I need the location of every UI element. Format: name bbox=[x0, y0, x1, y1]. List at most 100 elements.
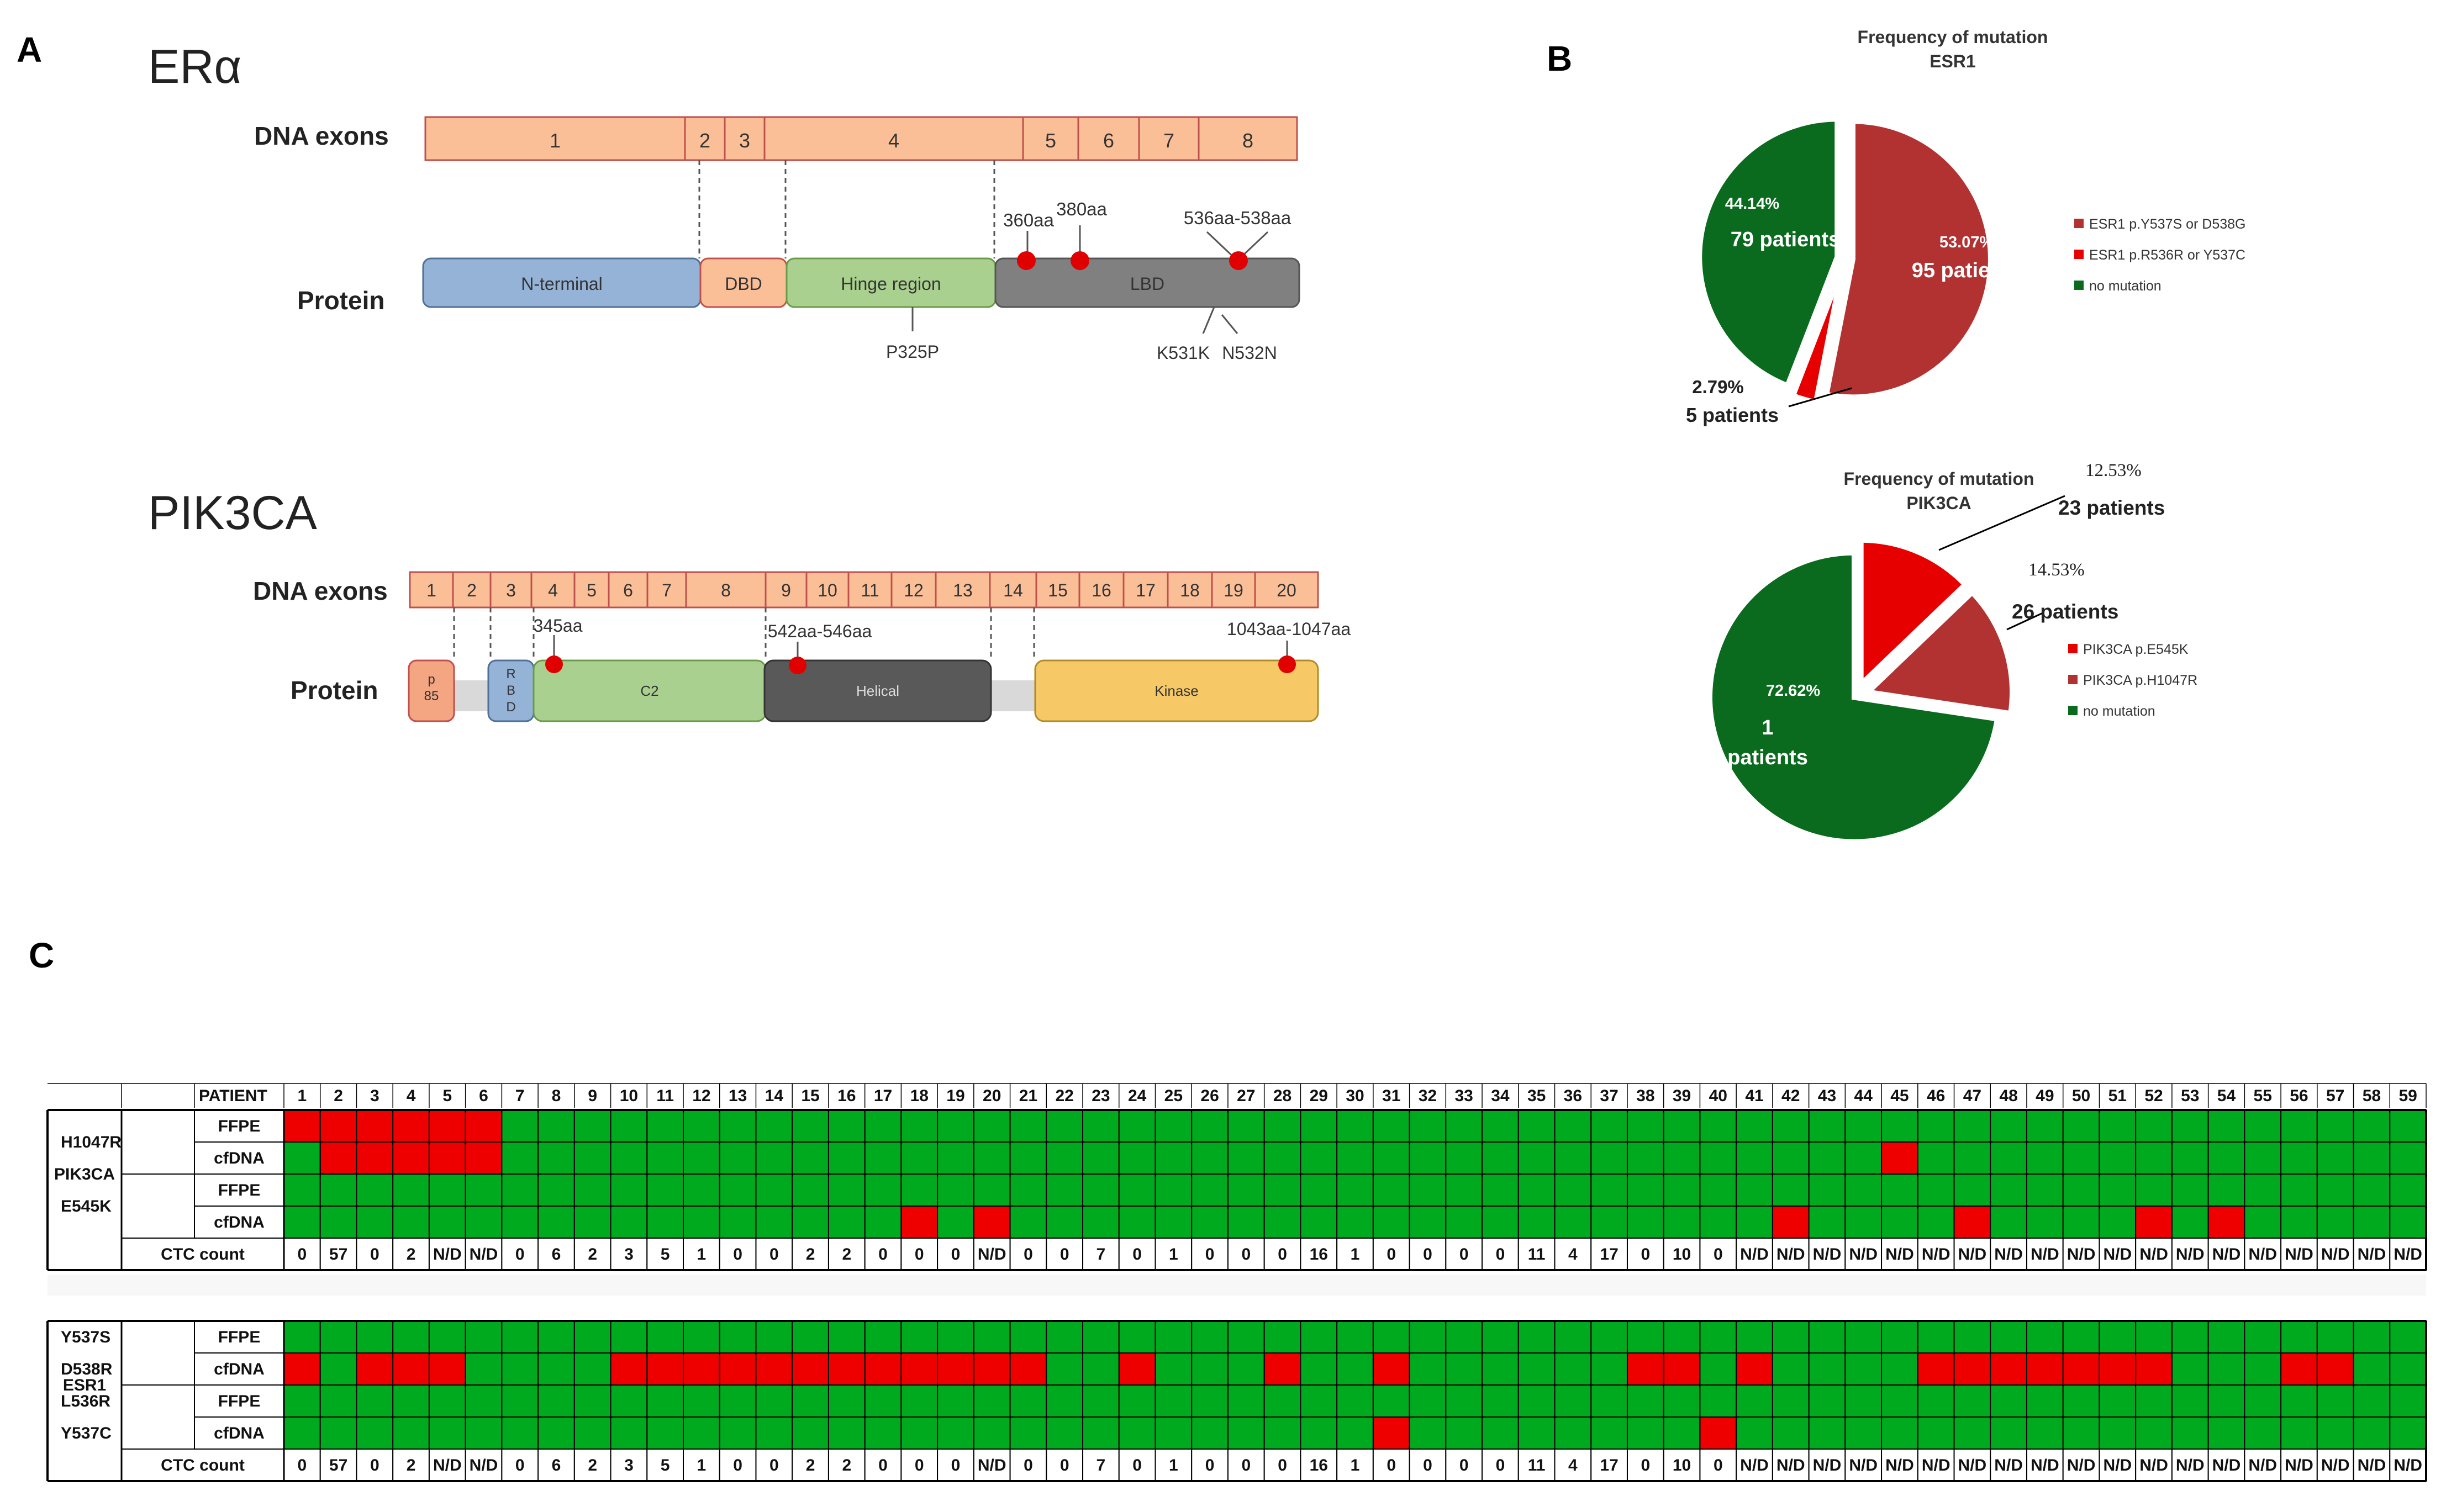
mutation-cell-wildtype bbox=[1990, 1384, 2027, 1418]
era-exon-number: 3 bbox=[739, 129, 750, 152]
pik3ca-hotspot-label: 345aa bbox=[534, 616, 583, 636]
ctc-cell bbox=[1554, 1448, 1592, 1482]
patient-number: 31 bbox=[1382, 1087, 1400, 1105]
mutation-cell-wildtype bbox=[755, 1109, 793, 1143]
ctc-count-value: 1 bbox=[1169, 1245, 1178, 1263]
mutation-cell-wildtype bbox=[392, 1416, 430, 1450]
mutation-cell-wildtype bbox=[792, 1206, 829, 1239]
mutation-cell-mutated bbox=[319, 1109, 357, 1143]
mutation-cell-wildtype bbox=[283, 1416, 321, 1450]
mutation-cell-wildtype bbox=[1227, 1141, 1265, 1175]
mutation-cell-wildtype bbox=[537, 1173, 575, 1207]
ctc-count-value: 0 bbox=[769, 1245, 779, 1263]
mutation-cell-wildtype bbox=[973, 1141, 1011, 1175]
ctc-count-value: 0 bbox=[878, 1456, 888, 1474]
mutation-cell-wildtype bbox=[683, 1173, 720, 1207]
mutation-cell-wildtype bbox=[283, 1206, 321, 1239]
mutation-cell-wildtype bbox=[319, 1416, 357, 1450]
mutation-cell-wildtype bbox=[2280, 1173, 2318, 1207]
mutation-cell-wildtype bbox=[1155, 1416, 1193, 1450]
ctc-count-value: 10 bbox=[1673, 1245, 1691, 1263]
legend-swatch bbox=[2074, 250, 2084, 259]
mutation-cell-wildtype bbox=[2280, 1109, 2318, 1143]
mutation-cell-wildtype bbox=[1990, 1141, 2027, 1175]
variant-label: Y537C bbox=[61, 1424, 112, 1442]
mutation-cell-wildtype bbox=[1590, 1384, 1628, 1418]
legend-label: no mutation bbox=[2089, 278, 2162, 294]
mutation-cell-mutated bbox=[465, 1109, 503, 1143]
mutation-cell-wildtype bbox=[646, 1320, 684, 1354]
mutation-cell-wildtype bbox=[1372, 1384, 1410, 1418]
mutation-cell-wildtype bbox=[1118, 1416, 1156, 1450]
ctc-count-value: 0 bbox=[298, 1245, 307, 1263]
mutation-cell-wildtype bbox=[2062, 1384, 2100, 1418]
era-domain-label: DBD bbox=[725, 274, 762, 294]
variant-label: H1047R bbox=[61, 1133, 122, 1151]
era-exon-box bbox=[724, 116, 766, 161]
patient-number: 45 bbox=[1890, 1087, 1909, 1105]
mutation-cell-wildtype bbox=[537, 1206, 575, 1239]
ctc-count-value: 0 bbox=[733, 1456, 742, 1474]
mutation-cell-wildtype bbox=[428, 1206, 466, 1239]
mutation-cell-wildtype bbox=[1336, 1141, 1374, 1175]
era-connectors bbox=[698, 160, 995, 258]
ctc-count-value: 0 bbox=[515, 1456, 525, 1474]
ctc-count-value: 1 bbox=[697, 1245, 707, 1263]
mutation-cell-wildtype bbox=[1844, 1320, 1883, 1354]
mutation-cell-wildtype bbox=[1663, 1320, 1701, 1354]
mutation-cell-wildtype bbox=[1554, 1173, 1592, 1207]
mutation-cell-wildtype bbox=[2171, 1384, 2209, 1418]
ctc-count-value: N/D bbox=[1776, 1456, 1805, 1474]
pie-count-label: 5 patients bbox=[1686, 404, 1779, 426]
mutation-cell-wildtype bbox=[1372, 1109, 1410, 1143]
sample-label: cfDNA bbox=[214, 1424, 265, 1442]
mutation-cell-wildtype bbox=[1953, 1416, 1991, 1450]
mutation-cell-wildtype bbox=[1336, 1416, 1374, 1450]
mutation-cell-wildtype bbox=[937, 1109, 974, 1143]
mutation-cell-wildtype bbox=[1009, 1206, 1047, 1239]
pik3ca-domain-kinase bbox=[1034, 659, 1319, 722]
ctc-cell bbox=[537, 1448, 575, 1482]
mutation-cell-wildtype bbox=[755, 1173, 793, 1207]
mutation-cell-wildtype bbox=[1554, 1141, 1592, 1175]
mutation-cell-wildtype bbox=[1445, 1320, 1483, 1354]
mutation-cell-wildtype bbox=[428, 1384, 466, 1418]
era-exon-box bbox=[1022, 116, 1079, 161]
era-domain-label: LBD bbox=[1130, 274, 1164, 294]
patient-number: 19 bbox=[946, 1087, 964, 1105]
mutation-cell-mutated bbox=[1009, 1352, 1047, 1386]
mutation-cell-wildtype bbox=[319, 1352, 357, 1386]
mutation-cell-mutated bbox=[973, 1206, 1011, 1239]
pie-slice-esr1-y537s-d538g bbox=[1823, 118, 1994, 400]
mutation-cell-mutated bbox=[392, 1141, 430, 1175]
pik3ca-exon-box bbox=[765, 571, 808, 609]
mutation-cell-wildtype bbox=[1917, 1141, 1955, 1175]
mutation-cell-wildtype bbox=[1917, 1416, 1955, 1450]
mutation-cell-wildtype bbox=[1009, 1384, 1047, 1418]
mutation-cell-wildtype bbox=[2207, 1109, 2245, 1143]
ctc-count-value: N/D bbox=[1958, 1245, 1987, 1263]
mutation-cell-wildtype bbox=[2135, 1141, 2173, 1175]
sample-label: cfDNA bbox=[214, 1360, 265, 1378]
mutation-cell-mutated bbox=[900, 1352, 939, 1386]
pik3ca-linker bbox=[453, 680, 491, 711]
mutation-cell-wildtype bbox=[1917, 1206, 1955, 1239]
mutation-cell-wildtype bbox=[501, 1320, 539, 1354]
mutation-cell-wildtype bbox=[1844, 1416, 1883, 1450]
mutation-cell-mutated bbox=[2099, 1352, 2137, 1386]
ctc-count-value: 3 bbox=[624, 1245, 634, 1263]
pik3ca-pie-title: PIK3CA bbox=[1906, 493, 1971, 513]
ctc-count-value: N/D bbox=[470, 1456, 498, 1474]
mutation-cell-wildtype bbox=[1590, 1173, 1628, 1207]
pik3ca-domain-p85 bbox=[408, 659, 455, 722]
mutation-cell-wildtype bbox=[610, 1173, 648, 1207]
mutation-cell-wildtype bbox=[1300, 1141, 1338, 1175]
mutation-cell-wildtype bbox=[1626, 1173, 1664, 1207]
era-exons-label: DNA exons bbox=[254, 121, 389, 150]
ctc-count-value: 4 bbox=[1568, 1456, 1578, 1474]
pik3ca-exon-box bbox=[452, 571, 492, 609]
ctc-count-value: 0 bbox=[1387, 1456, 1396, 1474]
pik3ca-domain-label: B bbox=[507, 683, 515, 698]
mutation-cell-wildtype bbox=[719, 1384, 757, 1418]
mutation-cell-wildtype bbox=[1082, 1352, 1120, 1386]
